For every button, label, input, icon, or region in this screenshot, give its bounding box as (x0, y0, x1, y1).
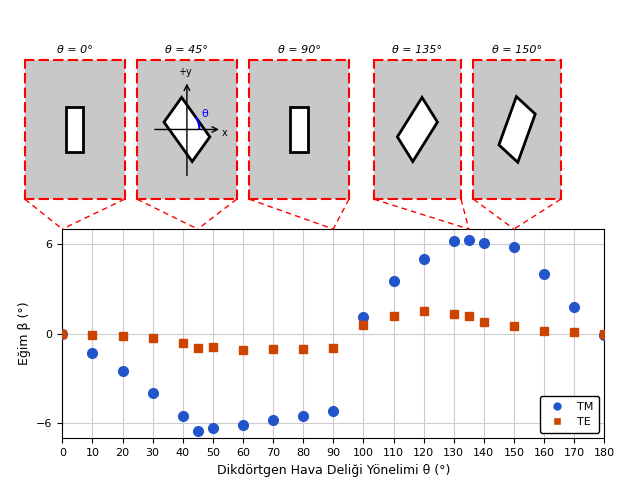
Text: θ = 90°: θ = 90° (277, 45, 321, 55)
Text: θ = 45°: θ = 45° (165, 45, 209, 55)
Text: θ: θ (202, 109, 209, 119)
Text: θ = 150°: θ = 150° (492, 45, 542, 55)
Text: +y: +y (178, 67, 191, 77)
Text: θ = 135°: θ = 135° (392, 45, 442, 55)
Polygon shape (397, 98, 437, 161)
Polygon shape (66, 107, 83, 152)
Legend: TM, TE: TM, TE (540, 396, 599, 433)
Text: θ = 0°: θ = 0° (57, 45, 93, 55)
X-axis label: Dikdörtgen Hava Deliği Yönelimi θ (°): Dikdörtgen Hava Deliği Yönelimi θ (°) (217, 464, 450, 477)
Text: x: x (221, 128, 227, 138)
Polygon shape (164, 98, 210, 161)
Polygon shape (499, 97, 535, 162)
Polygon shape (290, 107, 308, 152)
Y-axis label: Eğim β (°): Eğim β (°) (17, 302, 31, 366)
